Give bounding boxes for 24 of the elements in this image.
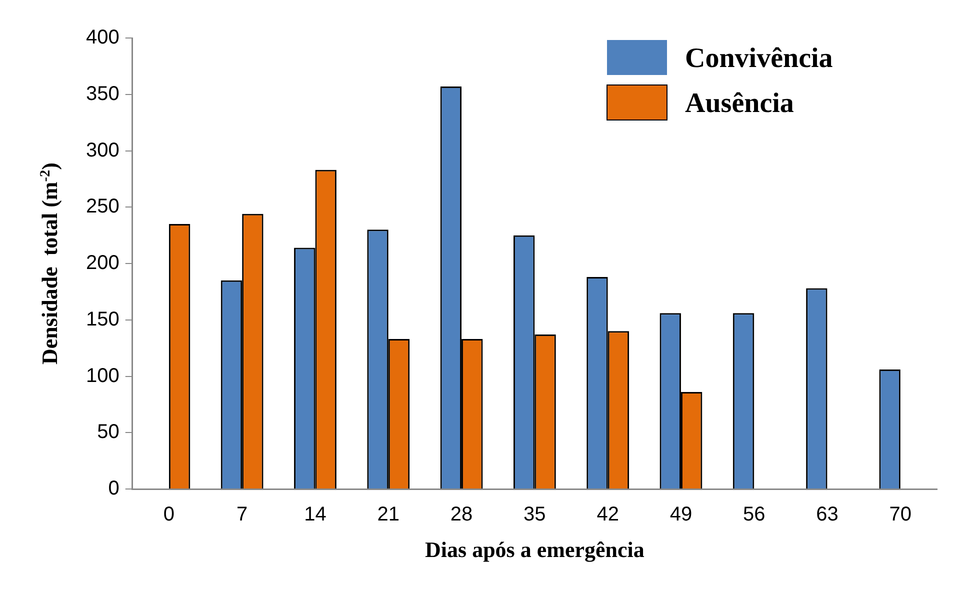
x-tick-label: 21	[377, 504, 400, 526]
y-tick-label: 0	[108, 478, 120, 500]
x-tick-label: 56	[743, 504, 766, 526]
y-tick-label: 400	[86, 26, 120, 49]
x-tick-label: 49	[670, 504, 692, 526]
legend-label: Convivência	[685, 43, 833, 74]
y-axis-title: Densidade total (m-2)	[37, 162, 62, 364]
x-tick-label: 63	[816, 504, 838, 526]
x-tick-label: 28	[450, 504, 473, 526]
y-tick-label: 150	[86, 308, 120, 330]
y-tick-label: 50	[97, 421, 120, 444]
y-tick-label: 100	[86, 364, 120, 387]
y-tick-label: 200	[86, 252, 120, 274]
x-tick-label: 70	[889, 504, 912, 526]
y-tick-label: 350	[86, 82, 120, 105]
legend-label: Ausência	[685, 88, 794, 119]
x-tick-label: 7	[236, 504, 248, 526]
y-tick-label: 300	[86, 139, 120, 162]
x-axis-title: Dias após a emergência	[425, 537, 644, 562]
x-tick-label: 0	[163, 504, 175, 526]
y-tick-label: 250	[86, 196, 120, 218]
x-tick-label: 42	[596, 504, 619, 526]
x-tick-label: 35	[524, 504, 546, 526]
x-tick-label: 14	[304, 504, 326, 526]
